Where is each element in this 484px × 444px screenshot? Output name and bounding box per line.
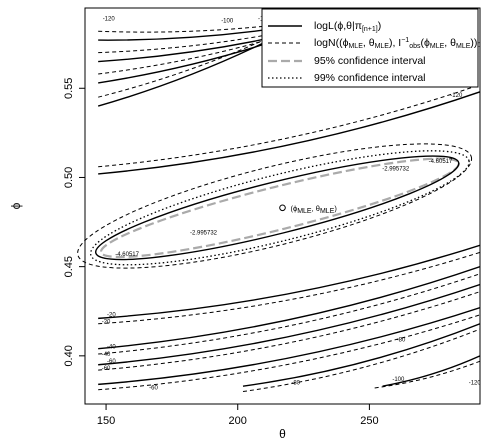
x-tick-label-1: 200: [229, 415, 247, 427]
mle-point-label: (ϕMLE, θMLE): [291, 204, 338, 215]
y-tick-label-3: 0.55: [63, 78, 75, 99]
loglik-contour-4: [98, 92, 480, 174]
x-axis: 150 200 250: [97, 404, 379, 427]
loglik-contour-9: [243, 324, 480, 386]
mle-point: [280, 205, 286, 211]
legend-label-1: logN((ϕMLE, θMLE), I−1obs(ϕMLE, θMLE)): [314, 37, 477, 50]
confidence-ellipse-1: [90, 137, 465, 278]
contour-label-14: -60: [102, 366, 111, 372]
contour-label-8: -4.60517: [429, 159, 453, 165]
contour-label-2: -100: [221, 18, 234, 24]
confidence-ellipses: [68, 119, 480, 293]
y-tick-label-0: 0.40: [63, 345, 75, 366]
x-tick-label-0: 150: [97, 415, 115, 427]
contour-label-5: -2.995732: [190, 231, 218, 237]
contour-label-9: -20: [107, 313, 116, 319]
normal-approx-contour-4: [98, 85, 480, 167]
contour-label-13: -60: [107, 359, 116, 365]
confidence-ellipse-3: [68, 119, 480, 293]
y-axis: 0.40 0.45 0.50 0.55: [63, 78, 85, 367]
contour-label-17: -80: [397, 338, 406, 344]
loglik-contour-7: [98, 284, 480, 364]
mle-point-group: (ϕMLE, θMLE): [280, 204, 338, 215]
contour-label-16: -80: [291, 380, 300, 386]
contour-label-10: -20: [102, 320, 111, 326]
contour-label-11: -40: [107, 345, 116, 351]
contour-label-0: -120: [103, 16, 116, 22]
contour-label-19: -120: [469, 380, 482, 386]
x-tick-label-2: 250: [360, 415, 378, 427]
legend-label-2: 95% confidence interval: [314, 55, 426, 67]
x-axis-label: θ: [279, 427, 286, 441]
contour-label-7: -4.60517: [115, 252, 139, 258]
contour-label-18: -100: [392, 377, 405, 383]
loglik-contour-5: [98, 245, 480, 318]
contour-label-12: -40: [102, 352, 111, 358]
contour-label-6: -2.995732: [382, 166, 410, 172]
contour-label-15: -60: [149, 386, 158, 392]
contour-label-4: -120: [450, 93, 463, 99]
y-axis-label: ϕ: [9, 202, 23, 209]
legend: logL(ϕ,θ|π[n+1])logN((ϕMLE, θMLE), I−1ob…: [262, 9, 478, 87]
legend-label-3: 99% confidence interval: [314, 72, 426, 84]
y-tick-label-1: 0.45: [63, 256, 75, 277]
y-tick-label-2: 0.50: [63, 167, 75, 188]
